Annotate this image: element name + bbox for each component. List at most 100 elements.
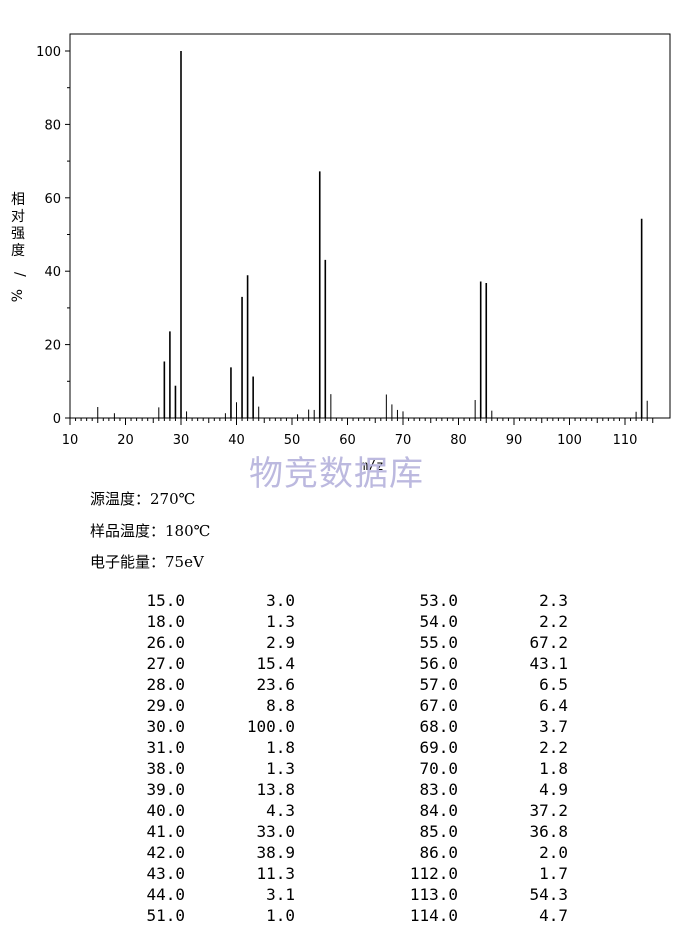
sample-temperature-value: 180℃ <box>165 522 211 540</box>
intensity-value: 2.3 <box>539 591 568 610</box>
mz-value: 112.0 <box>409 864 458 883</box>
mz-value: 18.0 <box>146 612 185 631</box>
y-tick-label: 80 <box>44 118 61 133</box>
mz-value: 40.0 <box>146 801 185 820</box>
mz-value: 69.0 <box>419 738 458 757</box>
intensity-value: 37.2 <box>529 801 568 820</box>
intensity-value: 4.3 <box>266 801 295 820</box>
intensity-value: 36.8 <box>529 822 568 841</box>
mz-value: 39.0 <box>146 780 185 799</box>
mz-value: 42.0 <box>146 843 185 862</box>
peak-table-right-row: 85.0 36.8 <box>0 821 696 842</box>
x-tick-label: 30 <box>173 433 190 448</box>
x-tick-label: 10 <box>62 433 79 448</box>
mz-value: 29.0 <box>146 696 185 715</box>
peak-table-left-row: 43.0 11.3 <box>0 863 696 884</box>
y-tick-label: 20 <box>44 339 61 354</box>
intensity-value: 3.0 <box>266 591 295 610</box>
intensity-value: 1.3 <box>266 759 295 778</box>
peak-table-left-row: 39.0 13.8 <box>0 779 696 800</box>
x-tick-label: 100 <box>557 433 582 448</box>
peak-table-right-row: 55.0 67.2 <box>0 632 696 653</box>
mz-value: 31.0 <box>146 738 185 757</box>
peak-table-left-row: 28.0 23.6 <box>0 674 696 695</box>
intensity-value: 2.9 <box>266 633 295 652</box>
electron-energy-label: 电子能量： <box>90 553 166 571</box>
peak-table-right-row: 56.0 43.1 <box>0 653 696 674</box>
y-tick-label: 0 <box>53 412 61 427</box>
intensity-value: 2.2 <box>539 738 568 757</box>
peak-table-right-row: 68.0 3.7 <box>0 716 696 737</box>
mz-value: 68.0 <box>419 717 458 736</box>
intensity-value: 6.5 <box>539 675 568 694</box>
x-tick-label: 50 <box>284 433 301 448</box>
mz-value: 56.0 <box>419 654 458 673</box>
y-tick-label: 100 <box>36 45 61 60</box>
mz-value: 67.0 <box>419 696 458 715</box>
peak-table-right-row: 67.0 6.4 <box>0 695 696 716</box>
peak-table-left-row: 44.0 3.1 <box>0 884 696 905</box>
x-tick-label: 20 <box>117 433 134 448</box>
peak-table-left-row: 38.0 1.3 <box>0 758 696 779</box>
intensity-value: 8.8 <box>266 696 295 715</box>
mz-value: 38.0 <box>146 759 185 778</box>
mz-value: 85.0 <box>419 822 458 841</box>
mz-value: 27.0 <box>146 654 185 673</box>
peak-table-right-row: 69.0 2.2 <box>0 737 696 758</box>
mz-value: 86.0 <box>419 843 458 862</box>
peak-table-right-row: 114.0 4.7 <box>0 905 696 926</box>
mz-value: 43.0 <box>146 864 185 883</box>
peak-table-left-row: 30.0 100.0 <box>0 716 696 737</box>
intensity-value: 6.4 <box>539 696 568 715</box>
intensity-value: 3.1 <box>266 885 295 904</box>
intensity-value: 11.3 <box>256 864 295 883</box>
mz-value: 28.0 <box>146 675 185 694</box>
mz-value: 15.0 <box>146 591 185 610</box>
x-tick-label: 90 <box>506 433 523 448</box>
x-axis-label: m/z <box>360 459 383 470</box>
peak-table-left-row: 41.0 33.0 <box>0 821 696 842</box>
peak-table-left-row: 51.0 1.0 <box>0 905 696 926</box>
y-tick-label: 40 <box>44 265 61 280</box>
y-axis-label: 相对强度/% <box>7 192 27 302</box>
intensity-value: 2.2 <box>539 612 568 631</box>
mz-value: 30.0 <box>146 717 185 736</box>
intensity-value: 1.7 <box>539 864 568 883</box>
x-tick-label: 70 <box>395 433 412 448</box>
peak-table-right-row: 83.0 4.9 <box>0 779 696 800</box>
mz-value: 55.0 <box>419 633 458 652</box>
mz-value: 113.0 <box>409 885 458 904</box>
peak-table-left-row: 42.0 38.9 <box>0 842 696 863</box>
peak-table-right-row: 84.0 37.2 <box>0 800 696 821</box>
peak-table-right-row: 54.0 2.2 <box>0 611 696 632</box>
mz-value: 114.0 <box>409 906 458 925</box>
peak-table-left-row: 40.0 4.3 <box>0 800 696 821</box>
peak-table-left-row: 31.0 1.8 <box>0 737 696 758</box>
intensity-value: 1.8 <box>539 759 568 778</box>
peak-table-right-row: 86.0 2.0 <box>0 842 696 863</box>
intensity-value: 1.0 <box>266 906 295 925</box>
peak-table-right: 53.0 2.3 54.0 2.2 55.0 67.2 56.0 43.1 57.0 6.5 67.… <box>0 590 696 926</box>
peak-table-left-row: 29.0 8.8 <box>0 695 696 716</box>
mz-value: 44.0 <box>146 885 185 904</box>
peak-table-left-row: 27.0 15.4 <box>0 653 696 674</box>
y-tick-label: 60 <box>44 192 61 207</box>
electron-energy: 电子能量：75eV <box>90 551 204 572</box>
intensity-value: 67.2 <box>529 633 568 652</box>
source-temperature-label: 源温度： <box>90 490 151 508</box>
electron-energy-value: 75eV <box>165 553 204 571</box>
intensity-value: 15.4 <box>256 654 295 673</box>
intensity-value: 23.6 <box>256 675 295 694</box>
peak-table-left-row: 26.0 2.9 <box>0 632 696 653</box>
intensity-value: 3.7 <box>539 717 568 736</box>
intensity-value: 4.9 <box>539 780 568 799</box>
watermark-text: 物竞数据库 <box>249 454 424 494</box>
mz-value: 53.0 <box>419 591 458 610</box>
sample-temperature: 样品温度：180℃ <box>90 520 210 541</box>
mass-spectrum-chart: 0 20 40 60 80 100 10 20 30 40 50 60 70 80 90 100 110 m/z 相… <box>7 33 671 470</box>
mz-value: 54.0 <box>419 612 458 631</box>
x-tick-label: 60 <box>339 433 356 448</box>
source-temperature: 源温度：270℃ <box>90 488 195 509</box>
intensity-value: 33.0 <box>256 822 295 841</box>
x-tick-label: 110 <box>613 433 638 448</box>
